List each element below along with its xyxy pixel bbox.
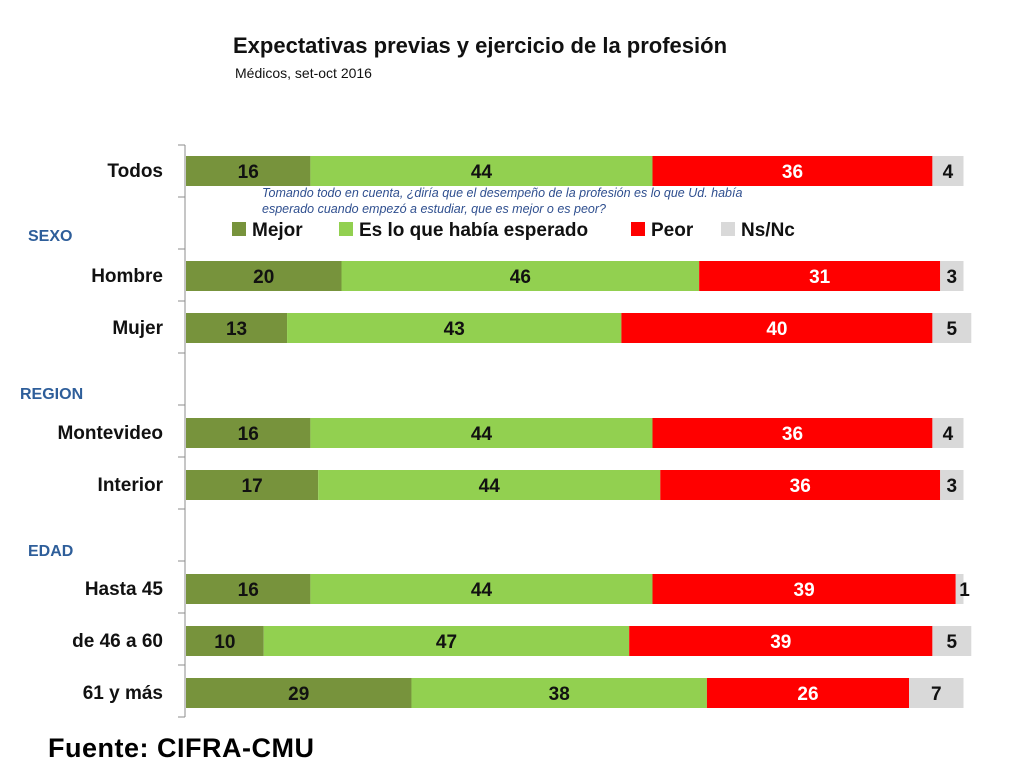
data-label-ns-nc-hombre: 3 (947, 267, 958, 288)
data-label-peor-montevideo: 36 (782, 424, 803, 445)
bar-peor-montevideo (652, 418, 933, 448)
bar-mejor-hasta-45 (186, 574, 311, 604)
category-label-hombre: Hombre (91, 266, 163, 287)
data-label-mejor-61-y-mas: 29 (288, 684, 309, 705)
category-label-mujer: Mujer (112, 318, 163, 339)
data-label-peor-interior: 36 (790, 476, 811, 497)
bar-peor-mujer (621, 313, 933, 343)
legend-label-peor: Peor (651, 220, 694, 241)
bar-es-lo-que-habia-esperado-interior (318, 470, 661, 500)
bar-ns-nc-61-y-mas (909, 678, 964, 708)
bar-ns-nc-hasta-45 (955, 574, 964, 604)
data-label-mejor-de-46-a-60: 10 (214, 632, 235, 653)
bar-mejor-montevideo (186, 418, 311, 448)
data-label-peor-todos: 36 (782, 162, 803, 183)
legend-swatch-es-lo-que-habia-esperado (339, 222, 353, 236)
data-label-mejor-todos: 16 (238, 162, 259, 183)
bar-peor-de-46-a-60 (629, 626, 933, 656)
bar-mejor-todos (186, 156, 311, 186)
bar-peor-interior (660, 470, 941, 500)
data-label-peor-de-46-a-60: 39 (770, 632, 791, 653)
data-label-mejor-mujer: 13 (226, 319, 247, 340)
bar-es-lo-que-habia-esperado-mujer (287, 313, 622, 343)
legend-swatch-peor (631, 222, 645, 236)
data-label-mejor-montevideo: 16 (238, 424, 259, 445)
data-label-peor-mujer: 40 (766, 319, 787, 340)
bar-mejor-hombre (186, 261, 342, 291)
data-label-ns-nc-montevideo: 4 (943, 424, 954, 445)
data-label-ns-nc-61-y-mas: 7 (931, 684, 942, 705)
chart-title: Expectativas previas y ejercicio de la p… (233, 33, 728, 58)
data-label-mejor-interior: 17 (242, 476, 263, 497)
group-label-edad: EDAD (28, 543, 73, 560)
data-label-ns-nc-todos: 4 (943, 162, 954, 183)
legend-swatch-mejor (232, 222, 246, 236)
bar-peor-hasta-45 (652, 574, 956, 604)
bar-ns-nc-interior (940, 470, 964, 500)
group-label-sexo: SEXO (28, 228, 72, 245)
category-label-de-46-a-60: de 46 a 60 (72, 631, 163, 652)
bar-ns-nc-todos (932, 156, 964, 186)
data-label-ns-nc-interior: 3 (947, 476, 958, 497)
data-label-peor-hasta-45: 39 (794, 580, 815, 601)
data-label-mejor-hombre: 20 (253, 267, 274, 288)
bar-mejor-61-y-mas (186, 678, 412, 708)
bar-es-lo-que-habia-esperado-montevideo (310, 418, 653, 448)
data-label-es-lo-que-habia-esperado-montevideo: 44 (471, 424, 493, 445)
bar-es-lo-que-habia-esperado-de-46-a-60 (263, 626, 630, 656)
data-label-ns-nc-de-46-a-60: 5 (947, 632, 958, 653)
data-label-peor-61-y-mas: 26 (797, 684, 818, 705)
question-note-line: Tomando todo en cuenta, ¿diría que el de… (262, 186, 742, 200)
category-label-61-y-mas: 61 y más (83, 683, 163, 704)
category-label-interior: Interior (98, 475, 164, 496)
category-label-montevideo: Montevideo (57, 423, 163, 444)
bar-ns-nc-mujer (932, 313, 972, 343)
data-label-mejor-hasta-45: 16 (238, 580, 259, 601)
legend-label-es-lo-que-habia-esperado: Es lo que había esperado (359, 220, 588, 241)
bar-ns-nc-montevideo (932, 418, 964, 448)
bar-es-lo-que-habia-esperado-hasta-45 (310, 574, 653, 604)
bar-mejor-de-46-a-60 (186, 626, 264, 656)
data-label-ns-nc-hasta-45: 1 (959, 580, 970, 601)
data-label-ns-nc-mujer: 5 (947, 319, 958, 340)
data-label-es-lo-que-habia-esperado-hasta-45: 44 (471, 580, 493, 601)
question-note-line: esperado cuando empezó a estudiar, que e… (262, 202, 606, 216)
legend-label-ns-nc: Ns/Nc (741, 220, 795, 241)
bar-peor-hombre (699, 261, 941, 291)
data-label-es-lo-que-habia-esperado-mujer: 43 (444, 319, 465, 340)
group-label-region: REGION (20, 386, 83, 403)
chart-subtitle: Médicos, set-oct 2016 (235, 65, 372, 81)
category-label-hasta-45: Hasta 45 (85, 579, 164, 600)
data-label-peor-hombre: 31 (809, 267, 831, 288)
legend-label-mejor: Mejor (252, 220, 303, 241)
category-label-todos: Todos (107, 161, 163, 182)
data-label-es-lo-que-habia-esperado-de-46-a-60: 47 (436, 632, 457, 653)
bar-mejor-mujer (186, 313, 288, 343)
source-note: Fuente: CIFRA-CMU (48, 733, 315, 763)
data-label-es-lo-que-habia-esperado-todos: 44 (471, 162, 493, 183)
bar-ns-nc-hombre (940, 261, 964, 291)
bar-peor-61-y-mas (706, 678, 910, 708)
bar-ns-nc-de-46-a-60 (932, 626, 972, 656)
bar-mejor-interior (186, 470, 319, 500)
bar-peor-todos (652, 156, 933, 186)
bar-es-lo-que-habia-esperado-hombre (341, 261, 700, 291)
data-label-es-lo-que-habia-esperado-61-y-mas: 38 (549, 684, 570, 705)
data-label-es-lo-que-habia-esperado-hombre: 46 (510, 267, 531, 288)
bar-es-lo-que-habia-esperado-61-y-mas (411, 678, 707, 708)
data-label-es-lo-que-habia-esperado-interior: 44 (479, 476, 501, 497)
bar-es-lo-que-habia-esperado-todos (310, 156, 653, 186)
legend-swatch-ns-nc (721, 222, 735, 236)
